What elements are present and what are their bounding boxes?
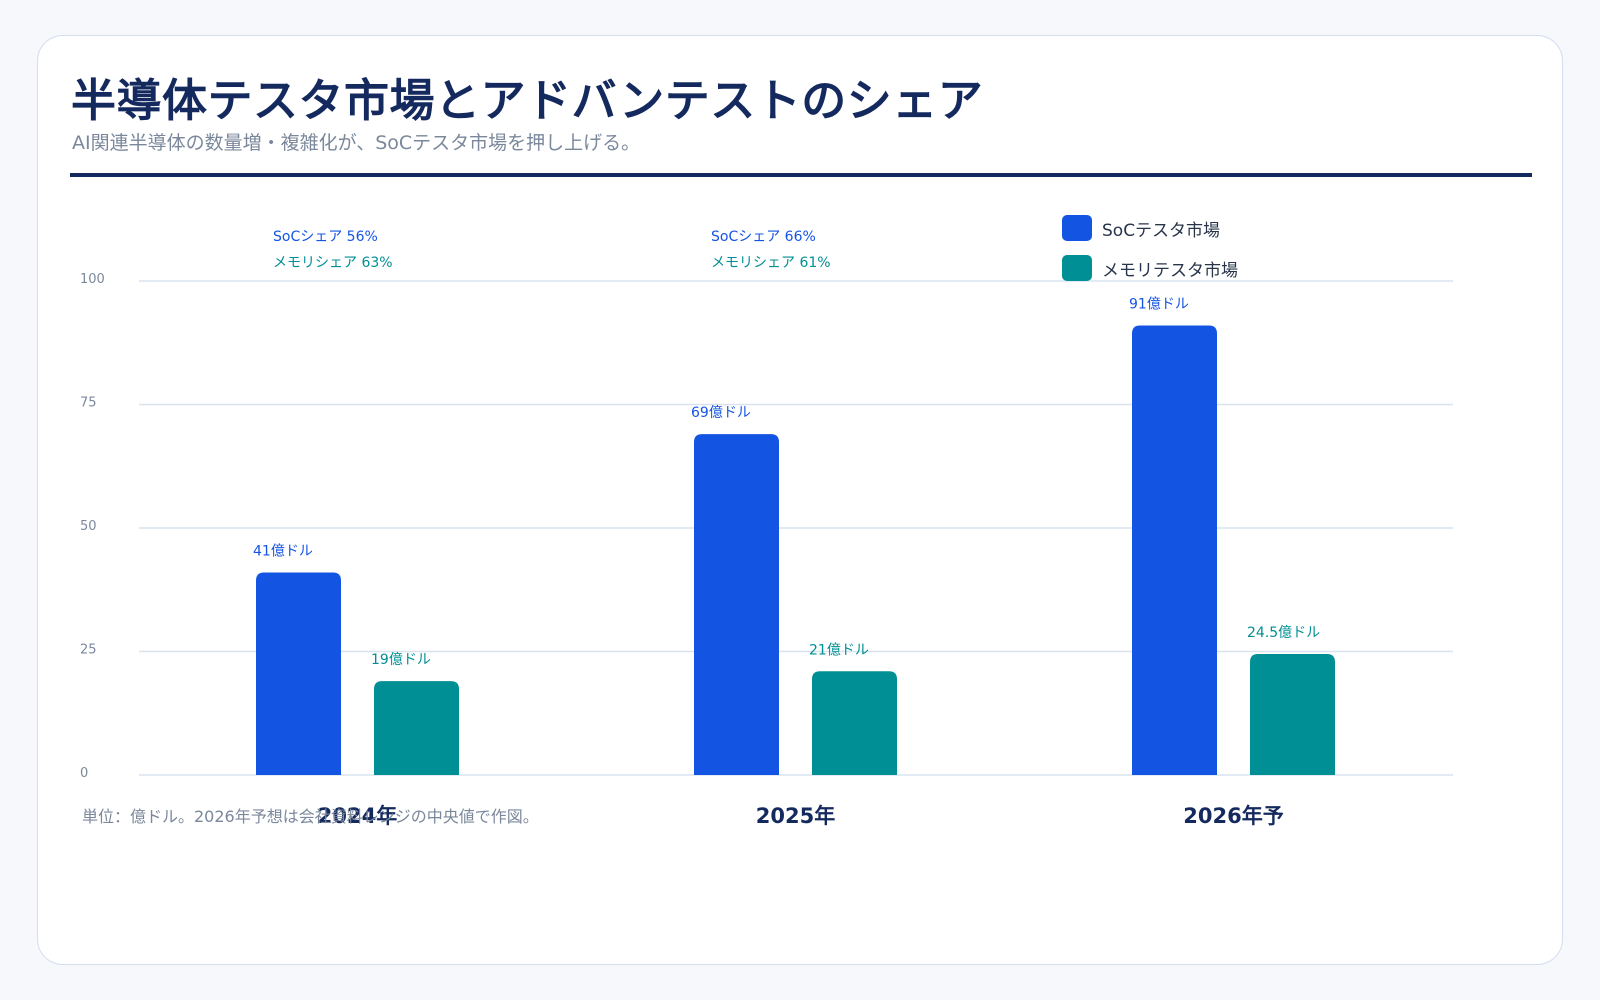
- title-divider: [70, 173, 1532, 177]
- chart-card: 半導体テスタ市場とアドバンテストのシェア AI関連半導体の数量増・複雑化が、So…: [37, 35, 1563, 965]
- y-axis-ticks: 0 25 50 75 100: [80, 272, 105, 781]
- bar-memory-1: [812, 671, 897, 775]
- y-tick-label: 50: [80, 519, 97, 534]
- legend-swatch-memory: [1062, 255, 1092, 281]
- bar-value-label: 69億ドル: [691, 405, 751, 421]
- bar-soc-0: [256, 572, 341, 775]
- bar-value-label: 19億ドル: [371, 652, 431, 668]
- y-tick-label: 100: [80, 272, 105, 287]
- x-tick-label: 2025年: [756, 804, 835, 828]
- page-title: 半導体テスタ市場とアドバンテストのシェア: [71, 74, 984, 127]
- bar-value-label: 24.5億ドル: [1247, 625, 1320, 641]
- chart-footnote: 単位：億ドル。2026年予想は会社資料レンジの中央値で作図。: [82, 807, 539, 826]
- chart-gridlines: [139, 280, 1453, 776]
- x-axis-ticks: 2024年 2025年 2026年予: [318, 804, 1284, 828]
- soc-share-annotation: SoCシェア 56%: [273, 229, 378, 245]
- chart-bars: [256, 325, 1335, 775]
- bar-soc-1: [694, 434, 779, 775]
- bar-value-label: 21億ドル: [809, 642, 869, 658]
- page-subtitle: AI関連半導体の数量増・複雑化が、SoCテスタ市場を押し上げる。: [72, 132, 641, 154]
- y-tick-label: 0: [80, 766, 88, 781]
- legend-label-memory: メモリテスタ市場: [1102, 260, 1238, 281]
- bar-value-labels: 41億ドル 19億ドル 69億ドル 21億ドル 91億ドル 24.5億ドル: [253, 296, 1320, 668]
- legend-item-soc: SoCテスタ市場: [1062, 208, 1238, 248]
- bar-chart: 0 25 50 75 100 41億ドル 19億ドル 69億ドル 21億ドル 91億ドル 24.5…: [80, 229, 1453, 828]
- x-tick-label: 2024年: [318, 804, 397, 828]
- y-tick-label: 25: [80, 643, 97, 658]
- legend-item-memory: メモリテスタ市場: [1062, 248, 1238, 288]
- legend-swatch-soc: [1062, 215, 1092, 241]
- memory-share-annotation: メモリシェア 63%: [273, 255, 393, 271]
- bar-value-label: 41億ドル: [253, 543, 313, 559]
- bar-memory-0: [374, 681, 459, 775]
- legend-label-soc: SoCテスタ市場: [1102, 220, 1221, 241]
- soc-share-annotation: SoCシェア 66%: [711, 229, 816, 245]
- bar-memory-2: [1250, 653, 1335, 775]
- chart-legend: SoCテスタ市場 メモリテスタ市場: [1062, 208, 1238, 288]
- y-tick-label: 75: [80, 396, 97, 411]
- bar-value-label: 91億ドル: [1129, 296, 1189, 312]
- x-tick-label: 2026年予: [1183, 804, 1283, 828]
- memory-share-annotation: メモリシェア 61%: [711, 255, 831, 271]
- bar-soc-2: [1132, 325, 1217, 775]
- share-annotations: SoCシェア 56% メモリシェア 63% SoCシェア 66% メモリシェア 61%: [273, 229, 831, 271]
